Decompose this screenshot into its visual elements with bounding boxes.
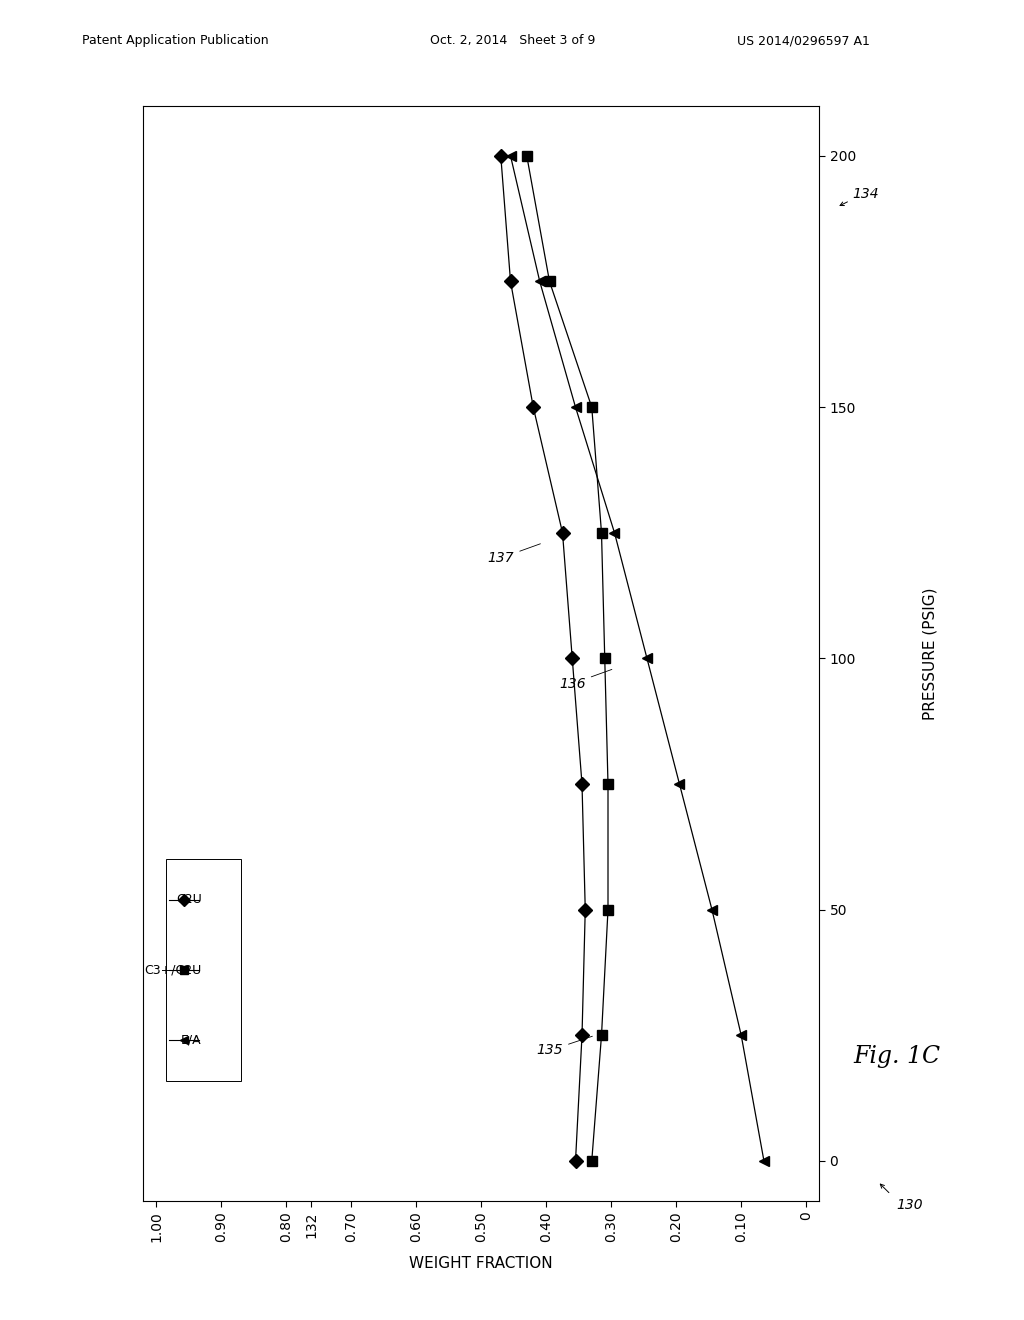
- FancyBboxPatch shape: [166, 859, 241, 1081]
- Text: 130: 130: [896, 1199, 923, 1212]
- Text: 136: 136: [559, 669, 612, 690]
- Text: 137: 137: [487, 544, 541, 565]
- Text: Oct. 2, 2014   Sheet 3 of 9: Oct. 2, 2014 Sheet 3 of 9: [430, 34, 595, 48]
- X-axis label: WEIGHT FRACTION: WEIGHT FRACTION: [410, 1257, 553, 1271]
- Text: C3+/C2U: C3+/C2U: [144, 964, 202, 977]
- Text: Fig. 1C: Fig. 1C: [853, 1044, 941, 1068]
- Text: Patent Application Publication: Patent Application Publication: [82, 34, 268, 48]
- Text: US 2014/0296597 A1: US 2014/0296597 A1: [737, 34, 870, 48]
- Text: E/A: E/A: [181, 1034, 202, 1047]
- Text: 135: 135: [537, 1036, 592, 1057]
- Text: 134: 134: [852, 187, 879, 201]
- Text: C2U: C2U: [176, 894, 202, 906]
- Y-axis label: PRESSURE (PSIG): PRESSURE (PSIG): [923, 587, 938, 719]
